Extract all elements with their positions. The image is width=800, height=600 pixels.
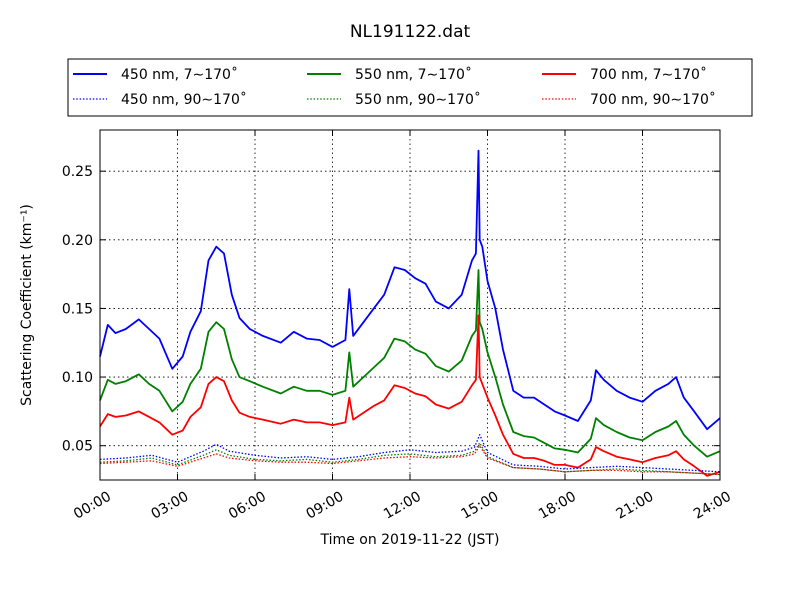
legend-entry-label: 700 nm, 7∼170˚: [590, 66, 707, 83]
legend-entry-label: 700 nm, 90∼170˚: [590, 91, 716, 108]
y-tick-label: 0.15: [62, 301, 93, 317]
y-tick-label: 0.10: [62, 370, 93, 386]
series-line-2: [99, 269, 721, 458]
series-line-3: [99, 314, 721, 477]
y-axis-label: Scattering Coefficient (km⁻¹): [19, 204, 35, 406]
series-line-1: [99, 149, 721, 431]
legend-entry-label: 550 nm, 7∼170˚: [355, 66, 472, 83]
legend-entry-label: 550 nm, 90∼170˚: [355, 91, 481, 108]
series-line-5: [99, 442, 721, 476]
series-layer: [99, 149, 721, 477]
legend: 450 nm, 7∼170˚ 550 nm, 7∼170˚ 700 nm, 7∼17…: [67, 58, 753, 117]
chart-title: NL191122.dat: [350, 22, 471, 42]
y-tick-label: 0.20: [62, 233, 93, 249]
x-axis-label: Time on 2019-11-22 (JST): [320, 532, 500, 548]
legend-entry-label: 450 nm, 90∼170˚: [121, 91, 247, 108]
y-tick-label: 0.25: [62, 164, 93, 180]
y-tick-label: 0.05: [62, 439, 93, 455]
legend-box: [67, 58, 753, 117]
legend-entry-label: 450 nm, 7∼170˚: [121, 66, 238, 83]
series-line-4: [99, 434, 721, 473]
